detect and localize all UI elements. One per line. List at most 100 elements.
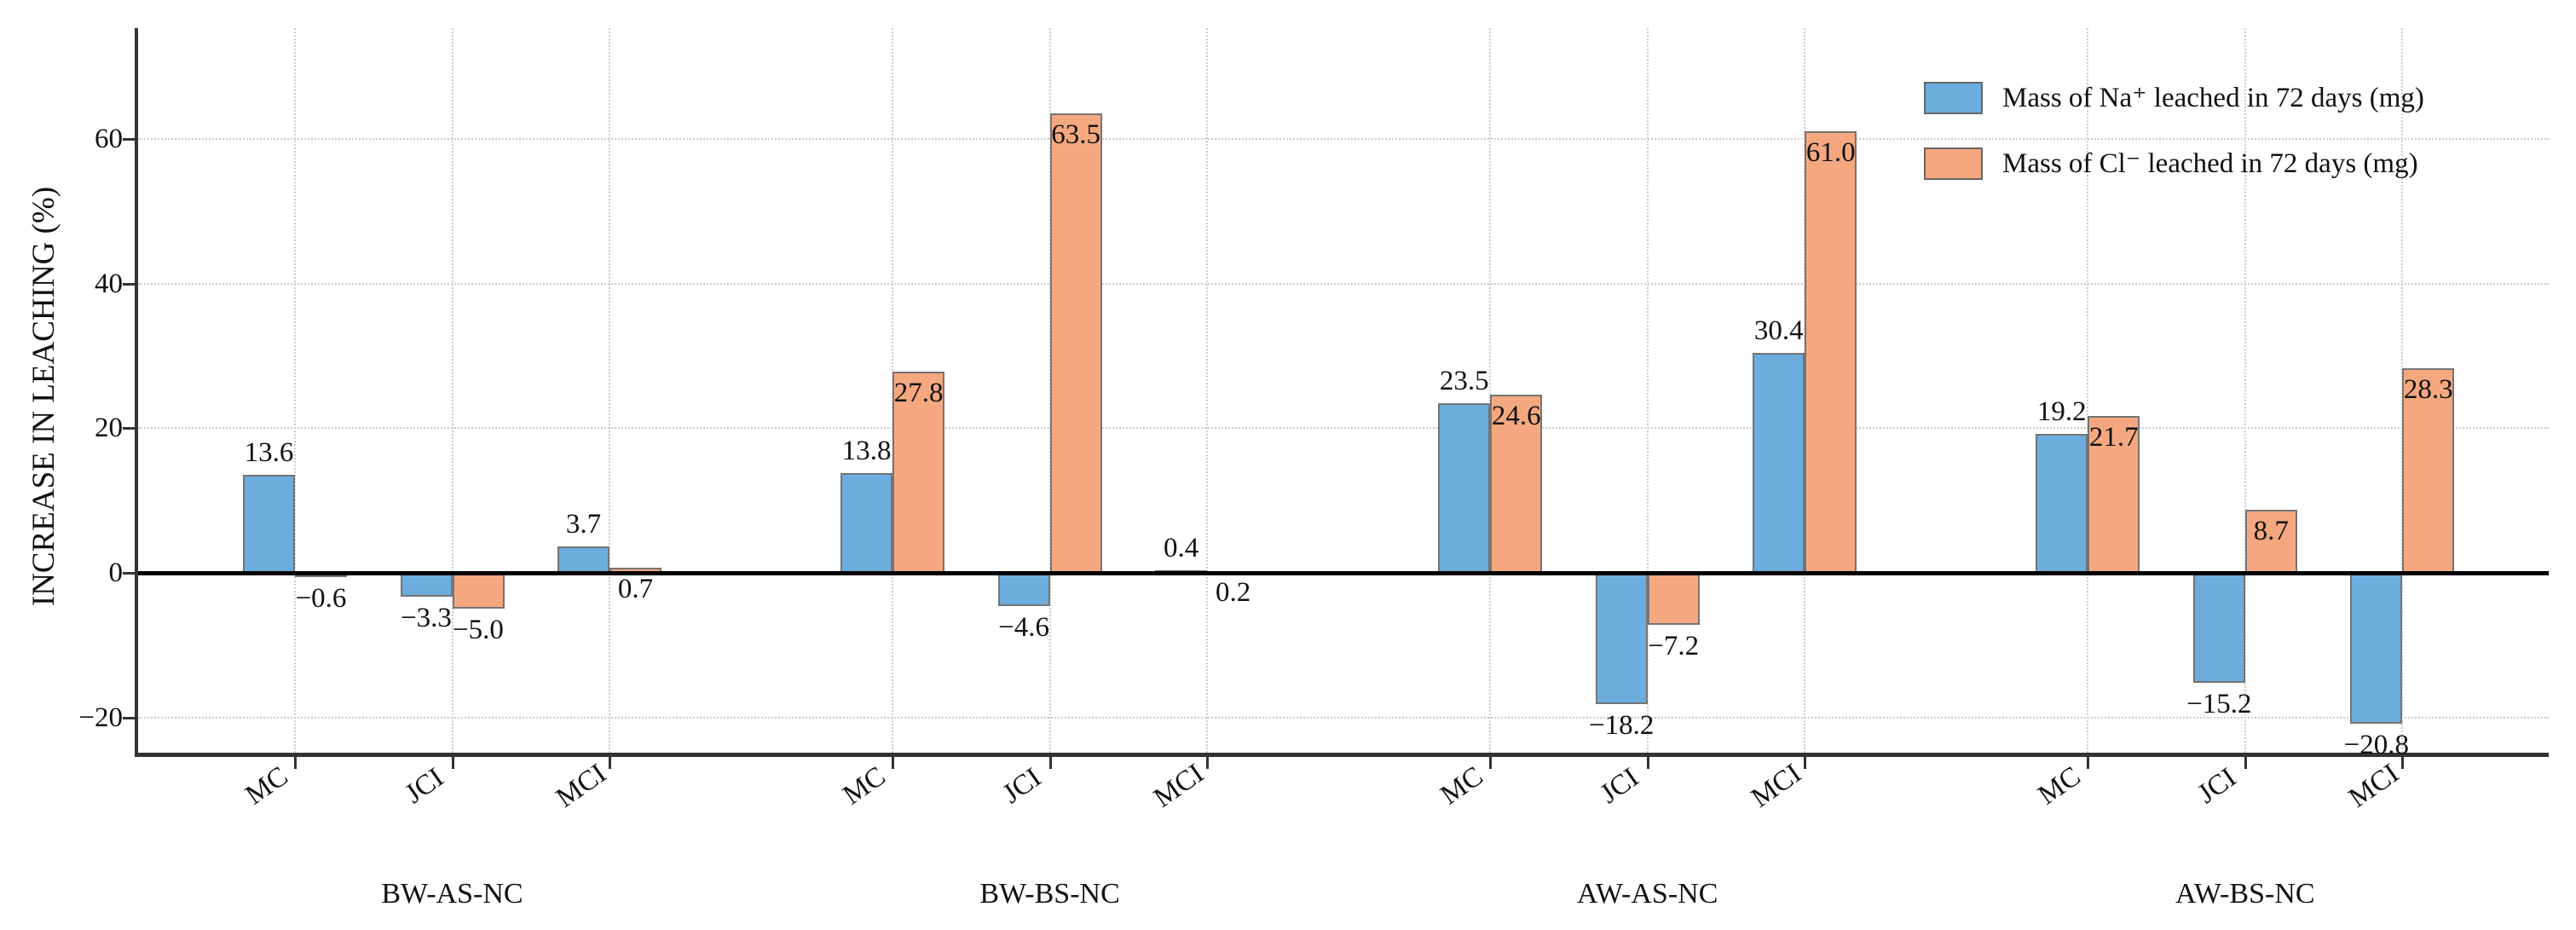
value-label-na: −15.2	[2186, 689, 2252, 719]
x-gridline	[1646, 28, 1649, 753]
legend-item-cl: Mass of Cl⁻ leached in 72 days (mg)	[1924, 147, 2418, 180]
x-tick-label: JCI	[2192, 762, 2242, 810]
value-label-cl: 0.7	[617, 574, 654, 605]
x-tick-label: JCI	[1594, 762, 1644, 810]
value-label-na: 30.4	[1753, 315, 1804, 346]
x-tick-label: MCI	[2343, 758, 2406, 814]
x-tick-label: JCI	[399, 762, 449, 810]
value-label-cl: −7.2	[1648, 631, 1700, 662]
value-label-na: 13.6	[244, 436, 294, 468]
y-gridline	[138, 427, 2549, 430]
y-axis-title: INCREASE IN LEACHING (%)	[26, 186, 61, 607]
legend-label-na: Mass of Na⁺ leached in 72 days (mg)	[2002, 83, 2424, 113]
y-axis-spine	[135, 28, 138, 757]
x-tick-mark	[892, 757, 895, 769]
bar-cl	[2244, 510, 2297, 573]
value-label-cl: 28.3	[2403, 373, 2453, 405]
bar-cl	[2088, 415, 2140, 573]
value-label-na: −18.2	[1589, 710, 1655, 742]
y-gridline	[138, 282, 2549, 285]
y-tick-mark	[123, 427, 135, 430]
value-label-na: −20.8	[2343, 729, 2409, 760]
legend-label-cl: Mass of Cl⁻ leached in 72 days (mg)	[2002, 148, 2418, 179]
bar-cl	[2402, 367, 2455, 573]
value-label-cl: −5.0	[453, 615, 504, 646]
value-label-na: 3.7	[565, 508, 602, 540]
group-label: AW-BS-NC	[2175, 878, 2315, 910]
x-tick-mark	[2401, 757, 2405, 769]
group-label: BW-BS-NC	[979, 878, 1120, 910]
x-tick-mark	[609, 757, 611, 769]
x-tick-label: MC	[240, 760, 294, 812]
bar-na	[2192, 573, 2245, 683]
y-tick-label: −20	[78, 702, 123, 733]
value-label-na: −3.3	[401, 603, 452, 633]
y-tick-label: 60	[95, 123, 123, 154]
y-tick-label: 40	[95, 268, 123, 299]
bar-na	[840, 472, 893, 573]
y-gridline	[138, 716, 2549, 719]
bar-na	[243, 474, 295, 573]
value-label-na: 0.4	[1163, 532, 1199, 563]
x-tick-label: MC	[1435, 760, 1489, 812]
x-tick-label: JCI	[996, 762, 1047, 810]
x-gridline	[1206, 28, 1209, 753]
x-tick-label: MC	[2032, 760, 2087, 812]
value-label-cl: 27.8	[893, 378, 944, 409]
x-tick-label: MCI	[1148, 758, 1210, 814]
bar-na	[997, 573, 1050, 607]
value-label-na: −4.6	[998, 612, 1050, 644]
x-gridline	[451, 28, 453, 753]
x-tick-mark	[1804, 757, 1807, 769]
value-label-na: 13.8	[841, 435, 892, 466]
group-label: BW-AS-NC	[381, 878, 523, 910]
y-tick-label: 0	[108, 557, 124, 588]
zero-line	[138, 571, 2549, 575]
bar-na	[557, 546, 609, 573]
x-gridline	[2244, 28, 2246, 753]
value-label-cl: 8.7	[2253, 516, 2289, 547]
value-label-cl: 24.6	[1491, 401, 1541, 432]
y-tick-mark	[123, 137, 135, 141]
x-tick-mark	[294, 757, 297, 769]
x-tick-label: MCI	[551, 758, 612, 814]
value-label-na: 23.5	[1439, 365, 1489, 396]
x-gridline	[2087, 28, 2089, 753]
value-label-cl: 61.0	[1805, 137, 1856, 169]
y-gridline	[138, 137, 2549, 140]
y-tick-mark	[123, 572, 135, 575]
x-axis-spine	[135, 753, 2549, 757]
y-tick-label: 20	[95, 413, 123, 444]
group-label: AW-AS-NC	[1576, 878, 1718, 910]
value-label-cl: 0.2	[1215, 577, 1251, 609]
value-label-cl: 21.7	[2088, 421, 2139, 453]
legend-swatch-na	[1924, 82, 1983, 114]
bar-na	[1753, 352, 1805, 573]
x-tick-mark	[451, 757, 454, 769]
x-tick-mark	[1489, 757, 1493, 769]
value-label-cl: 63.5	[1051, 119, 1100, 151]
legend-swatch-cl	[1924, 147, 1983, 180]
x-gridline	[294, 28, 296, 753]
bar-cl	[892, 372, 945, 573]
value-label-na: 19.2	[2036, 396, 2087, 428]
value-label-cl: −0.6	[295, 583, 347, 615]
x-gridline	[1489, 28, 1492, 753]
x-tick-mark	[1048, 757, 1052, 769]
x-tick-mark	[2087, 757, 2090, 769]
bar-cl	[1049, 113, 1102, 573]
y-tick-mark	[123, 716, 135, 719]
x-tick-mark	[2244, 757, 2247, 769]
x-tick-mark	[1206, 757, 1210, 769]
x-tick-label: MC	[837, 760, 892, 812]
y-tick-mark	[123, 282, 135, 286]
bar-cl	[1805, 131, 1857, 573]
legend-item-na: Mass of Na⁺ leached in 72 days (mg)	[1924, 82, 2424, 114]
x-gridline	[609, 28, 610, 753]
bar-na	[2350, 573, 2403, 724]
bar-cl	[1647, 573, 1700, 626]
bar-na	[1438, 402, 1491, 573]
x-tick-label: MCI	[1746, 758, 1808, 814]
x-tick-mark	[1646, 757, 1649, 769]
